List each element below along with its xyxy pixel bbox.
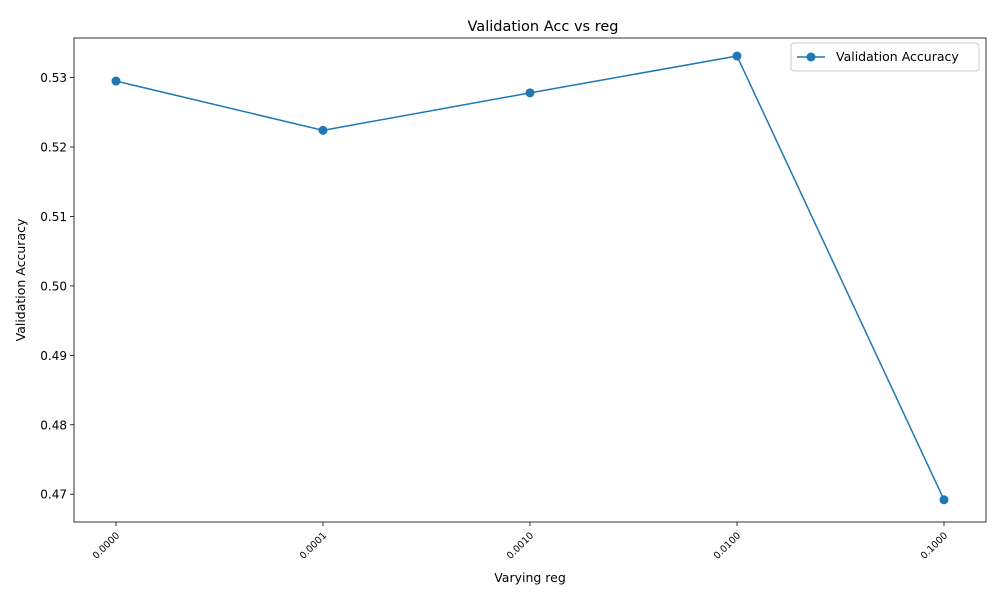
data-point (111, 76, 121, 86)
plot-frame (73, 37, 987, 523)
legend-entry-label: Validation Accuracy (836, 49, 959, 64)
data-point (525, 88, 535, 98)
series-line (115, 55, 945, 501)
y-tick-label: 0.50 (40, 279, 67, 293)
x-tick-label: 0.0001 (298, 530, 329, 561)
ticks-layer: 0.0000 0.0001 0.0010 0.0100 0.1000 0.47 0.48 0.… (40, 71, 950, 562)
x-tick-label: 0.0010 (505, 530, 536, 561)
chart-title: Validation Acc vs reg (468, 19, 619, 35)
series-layer (111, 51, 949, 505)
y-tick-label: 0.47 (40, 488, 67, 502)
legend-marker-swatch (806, 52, 816, 62)
data-point (732, 51, 742, 61)
y-tick-label: 0.49 (40, 349, 67, 363)
x-tick-label: 0.0100 (712, 530, 743, 561)
y-tick-label: 0.52 (40, 141, 67, 155)
y-tick-label: 0.48 (40, 418, 67, 432)
x-axis-label: Varying reg (494, 570, 566, 585)
y-axis-label: Validation Accuracy (13, 218, 28, 341)
x-tick-label: 0.0000 (91, 530, 122, 561)
x-tick-label: 0.1000 (919, 530, 950, 561)
y-tick-label: 0.51 (40, 210, 67, 224)
data-point (939, 495, 949, 505)
legend: Validation Accuracy (790, 42, 980, 72)
data-point (318, 125, 328, 135)
y-tick-label: 0.53 (40, 71, 67, 85)
legend-box (790, 42, 980, 72)
